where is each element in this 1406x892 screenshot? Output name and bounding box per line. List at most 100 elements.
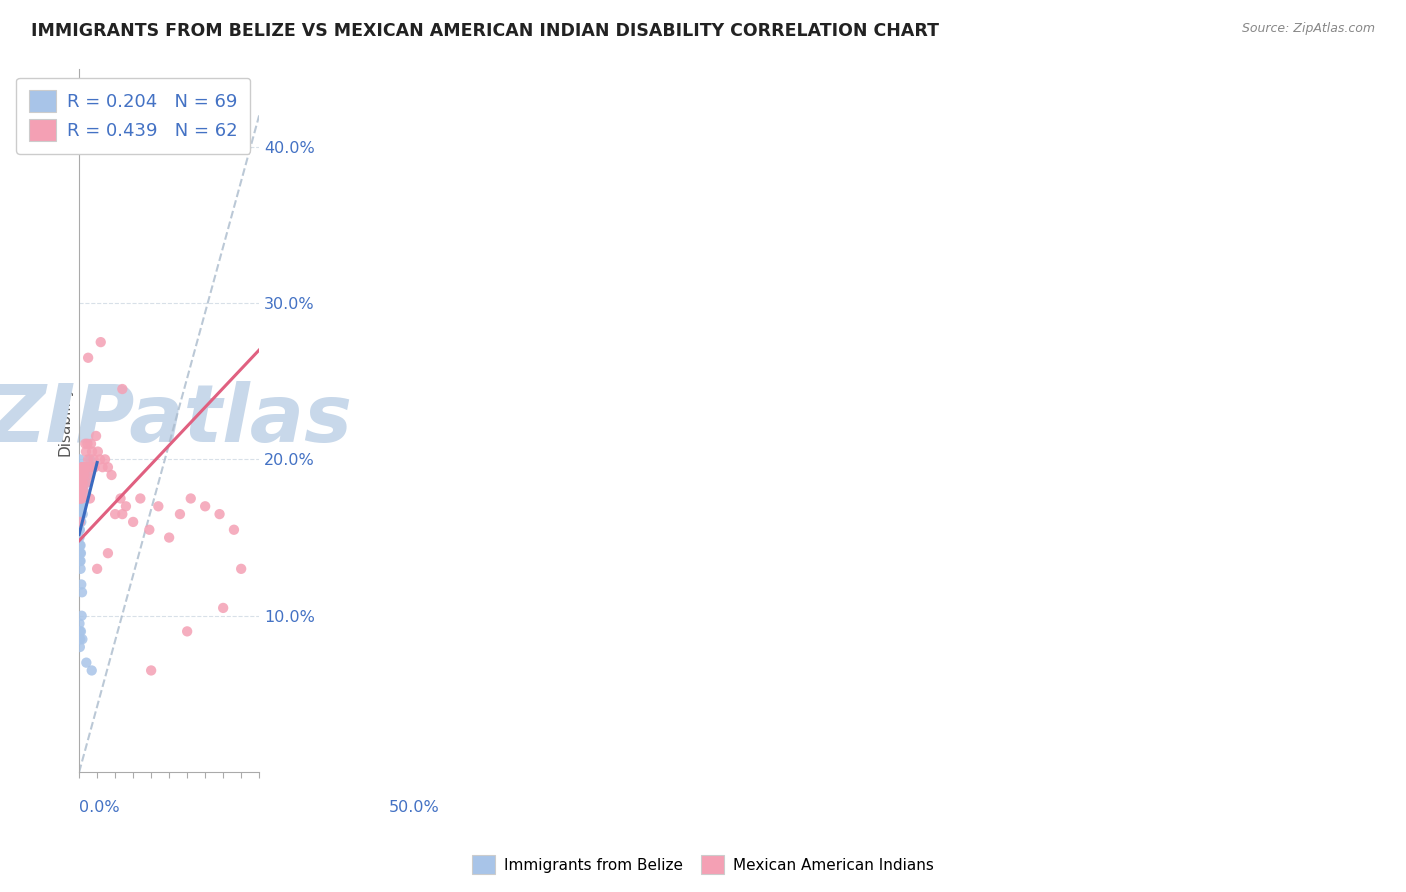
Y-axis label: Disability: Disability (58, 384, 72, 456)
Point (91, 460, 114, 475)
Point (80, 436, 103, 450)
Point (69, 632, 91, 647)
Point (69, 468, 91, 483)
Point (180, 491, 202, 506)
Point (80, 460, 103, 475)
Point (70, 475, 93, 490)
Point (212, 601, 235, 615)
Point (70, 483, 93, 498)
Point (69, 491, 91, 506)
Text: 0.0%: 0.0% (79, 800, 120, 815)
Point (69, 500, 91, 514)
Point (80, 444, 103, 458)
Point (69, 483, 91, 498)
Point (70, 500, 93, 514)
Point (69, 491, 91, 506)
Point (72, 475, 94, 490)
Point (72, 507, 94, 521)
Point (139, 664, 162, 678)
Point (69, 538, 91, 552)
Point (69, 515, 91, 529)
Point (72, 468, 94, 483)
Text: 50.0%: 50.0% (388, 800, 439, 815)
Point (70, 468, 93, 483)
Point (73, 460, 96, 475)
Point (69, 460, 91, 475)
Point (70, 475, 93, 490)
Point (70, 491, 93, 506)
Point (69, 546, 91, 560)
Point (194, 500, 217, 514)
Point (73, 483, 96, 498)
Point (69, 624, 91, 639)
Point (94, 452, 117, 467)
Point (77, 468, 100, 483)
Point (208, 507, 231, 521)
Point (90, 335, 112, 350)
Point (72, 468, 94, 483)
Point (69, 632, 91, 647)
Point (148, 500, 170, 514)
Point (69, 507, 91, 521)
Point (110, 491, 132, 506)
Point (72, 491, 94, 506)
Point (104, 507, 127, 521)
Point (69, 468, 91, 483)
Point (69, 616, 91, 631)
Point (70, 475, 93, 490)
Point (69, 491, 91, 506)
Point (69, 491, 91, 506)
Point (80, 664, 103, 678)
Point (157, 531, 180, 545)
Point (138, 523, 160, 537)
Point (69, 507, 91, 521)
Point (76, 436, 98, 450)
Point (69, 554, 91, 568)
Legend: Immigrants from Belize, Mexican American Indians: Immigrants from Belize, Mexican American… (465, 849, 941, 880)
Point (79, 468, 101, 483)
Point (97, 546, 120, 560)
Point (70, 475, 93, 490)
Point (72, 460, 94, 475)
Point (70, 500, 93, 514)
Point (69, 491, 91, 506)
Point (75, 436, 97, 450)
Point (72, 475, 94, 490)
Point (69, 452, 91, 467)
Point (69, 491, 91, 506)
Text: IMMIGRANTS FROM BELIZE VS MEXICAN AMERICAN INDIAN DISABILITY CORRELATION CHART: IMMIGRANTS FROM BELIZE VS MEXICAN AMERIC… (31, 22, 939, 40)
Point (89, 452, 111, 467)
Point (111, 382, 134, 396)
Point (73, 460, 96, 475)
Point (70, 460, 93, 475)
Point (79, 491, 101, 506)
Point (84, 429, 107, 443)
Point (76, 460, 98, 475)
Point (69, 515, 91, 529)
Point (77, 351, 100, 365)
Point (73, 475, 96, 490)
Point (83, 452, 105, 467)
Point (72, 632, 94, 647)
Point (73, 460, 96, 475)
Point (77, 460, 100, 475)
Point (176, 624, 198, 639)
Point (83, 460, 105, 475)
Point (69, 483, 91, 498)
Text: ZIPatlas: ZIPatlas (0, 381, 352, 459)
Point (72, 468, 94, 483)
Point (69, 523, 91, 537)
Point (70, 483, 93, 498)
Point (100, 468, 122, 483)
Point (129, 491, 152, 506)
Point (97, 460, 120, 475)
Point (69, 546, 91, 560)
Point (69, 475, 91, 490)
Point (69, 483, 91, 498)
Point (69, 500, 91, 514)
Point (75, 656, 97, 670)
Point (69, 507, 91, 521)
Point (69, 483, 91, 498)
Point (69, 515, 91, 529)
Point (69, 507, 91, 521)
